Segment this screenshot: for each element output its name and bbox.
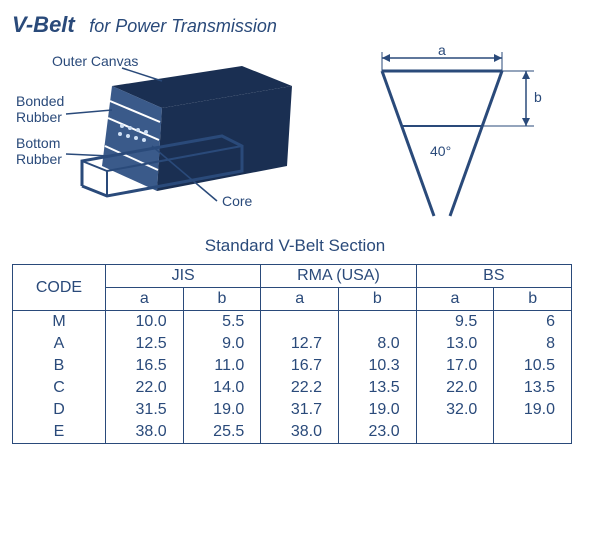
cell-rma-b: 23.0 xyxy=(338,421,416,444)
label-dim-a: a xyxy=(438,46,446,58)
label-core: Core xyxy=(222,193,253,209)
table-row: A12.59.012.78.013.08 xyxy=(13,333,572,355)
cell-bs-b: 13.5 xyxy=(494,377,572,399)
cell-jis-a: 38.0 xyxy=(106,421,184,444)
cell-bs-b: 6 xyxy=(494,311,572,334)
title-sub: for Power Transmission xyxy=(89,16,277,36)
cell-rma-a: 16.7 xyxy=(261,355,339,377)
cell-rma-b xyxy=(338,311,416,334)
cell-rma-b: 19.0 xyxy=(338,399,416,421)
cell-jis-a: 31.5 xyxy=(106,399,184,421)
cell-bs-b: 19.0 xyxy=(494,399,572,421)
table-row: D31.519.031.719.032.019.0 xyxy=(13,399,572,421)
cell-bs-a: 9.5 xyxy=(416,311,494,334)
cell-code: M xyxy=(13,311,106,334)
cell-rma-a: 12.7 xyxy=(261,333,339,355)
cell-jis-a: 12.5 xyxy=(106,333,184,355)
page-title: V-Belt for Power Transmission xyxy=(12,12,578,38)
label-bottom-rubber-2: Rubber xyxy=(16,151,62,167)
label-dim-b: b xyxy=(534,89,542,105)
cell-jis-a: 22.0 xyxy=(106,377,184,399)
cell-bs-b: 8 xyxy=(494,333,572,355)
table-row: M10.05.5 9.56 xyxy=(13,311,572,334)
cell-rma-a: 31.7 xyxy=(261,399,339,421)
cell-bs-a xyxy=(416,421,494,444)
cell-bs-b xyxy=(494,421,572,444)
cell-code: C xyxy=(13,377,106,399)
cell-rma-a: 22.2 xyxy=(261,377,339,399)
cell-bs-a: 17.0 xyxy=(416,355,494,377)
label-bonded-rubber-1: Bonded xyxy=(16,93,64,109)
cell-bs-a: 22.0 xyxy=(416,377,494,399)
label-outer-canvas: Outer Canvas xyxy=(52,53,138,69)
table-body: M10.05.59.56A12.59.012.78.013.08B16.511.… xyxy=(13,311,572,444)
th-sub: a xyxy=(416,288,494,311)
table-caption: Standard V-Belt Section xyxy=(12,236,578,256)
cell-rma-a xyxy=(261,311,339,334)
cell-jis-b: 11.0 xyxy=(183,355,261,377)
cell-rma-b: 10.3 xyxy=(338,355,416,377)
cell-jis-b: 14.0 xyxy=(183,377,261,399)
cell-bs-b: 10.5 xyxy=(494,355,572,377)
th-code: CODE xyxy=(13,265,106,311)
th-sub: b xyxy=(494,288,572,311)
belt-cutaway-diagram: Outer Canvas Bonded Rubber Bottom Rubber… xyxy=(12,46,332,226)
cell-bs-a: 32.0 xyxy=(416,399,494,421)
cell-jis-b: 25.5 xyxy=(183,421,261,444)
cell-jis-b: 19.0 xyxy=(183,399,261,421)
table-row: C22.014.022.213.522.013.5 xyxy=(13,377,572,399)
th-group-jis: JIS xyxy=(106,265,261,288)
th-group-rma: RMA (USA) xyxy=(261,265,416,288)
th-sub: b xyxy=(183,288,261,311)
th-sub: a xyxy=(261,288,339,311)
vbelt-table: CODE JIS RMA (USA) BS a b a b a b M10.05… xyxy=(12,264,572,444)
cell-code: B xyxy=(13,355,106,377)
cell-rma-b: 13.5 xyxy=(338,377,416,399)
table-row: E38.025.538.023.0 xyxy=(13,421,572,444)
cell-jis-b: 5.5 xyxy=(183,311,261,334)
label-angle: 40° xyxy=(430,143,451,159)
cell-jis-b: 9.0 xyxy=(183,333,261,355)
th-group-bs: BS xyxy=(416,265,571,288)
cell-jis-a: 16.5 xyxy=(106,355,184,377)
label-bonded-rubber-2: Rubber xyxy=(16,109,62,125)
table-row: B16.511.016.710.317.010.5 xyxy=(13,355,572,377)
cross-section-diagram: 40° a b xyxy=(342,46,562,226)
diagrams-row: Outer Canvas Bonded Rubber Bottom Rubber… xyxy=(12,46,578,226)
cell-rma-b: 8.0 xyxy=(338,333,416,355)
cell-code: D xyxy=(13,399,106,421)
label-bottom-rubber-1: Bottom xyxy=(16,135,60,151)
title-strong: V-Belt xyxy=(12,12,75,37)
cell-code: E xyxy=(13,421,106,444)
cell-jis-a: 10.0 xyxy=(106,311,184,334)
th-sub: a xyxy=(106,288,184,311)
cell-code: A xyxy=(13,333,106,355)
cell-rma-a: 38.0 xyxy=(261,421,339,444)
th-sub: b xyxy=(338,288,416,311)
cell-bs-a: 13.0 xyxy=(416,333,494,355)
table-header: CODE JIS RMA (USA) BS a b a b a b xyxy=(13,265,572,311)
